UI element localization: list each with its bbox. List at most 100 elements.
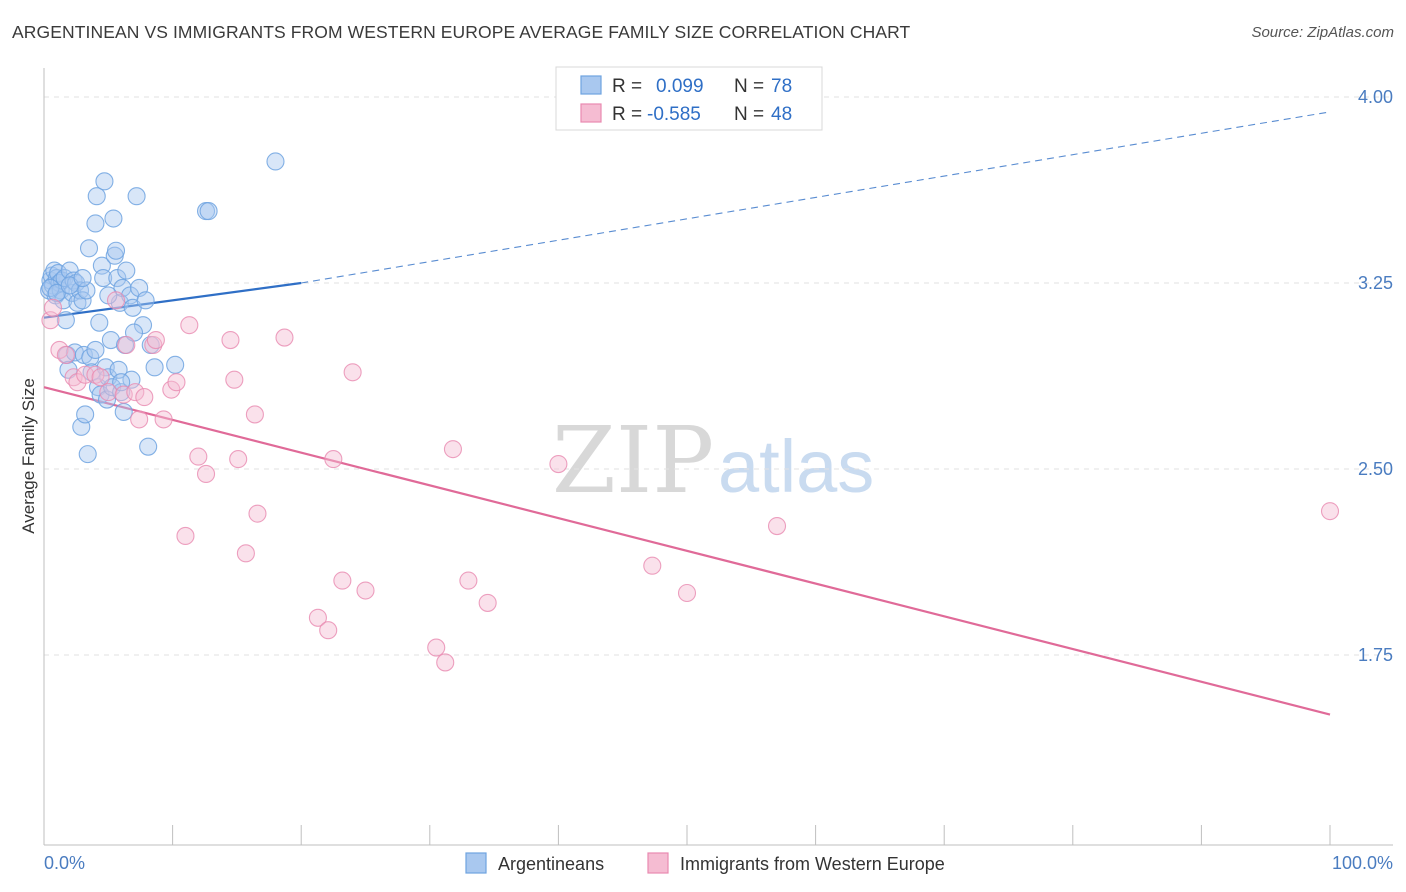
argentineans-point-55 [117,261,136,280]
argentineans-point-29 [79,239,99,258]
argentineans-point-59 [127,187,146,206]
trend-line-immigrants [43,386,1331,716]
argentineans-point-13 [56,311,75,330]
immigrants-point-34 [324,450,343,469]
immigrants-point-30 [248,504,267,523]
stats-legend: R = 0.099 N = 78 R = -0.585 N = 48 [555,66,823,131]
series-legend-swatch-blue [465,852,487,874]
immigrants-point-39 [436,653,455,672]
immigrants-point-20 [167,373,186,392]
immigrants-point-38 [427,638,446,657]
argentineans-point-32 [86,214,105,233]
immigrants-point-40 [443,440,462,459]
immigrants-point-8 [91,368,110,387]
watermark-zip: ZIP [552,407,714,514]
immigrants-point-11 [114,385,133,404]
trend-lines [43,111,1331,716]
stats-legend-n-value-2: 48 [771,104,792,125]
axes [43,68,1393,846]
immigrants-point-6 [76,365,95,384]
chart-title: ARGENTINEAN VS IMMIGRANTS FROM WESTERN E… [12,22,911,42]
stats-legend-n-label-2: N = [734,104,764,125]
immigrants-point-32 [308,608,327,627]
immigrants-point-46 [767,516,787,536]
immigrants-point-14 [130,410,149,429]
argentineans-point-74 [86,340,105,360]
immigrants-point-16 [144,335,163,355]
y-tick-label-0: 1.75 [1358,645,1393,665]
immigrants-point-13 [126,383,145,402]
argentineans-point-38 [94,268,113,288]
argentineans-point-69 [266,152,285,171]
stats-legend-r-label-2: R = [612,104,642,125]
series-legend-label-argentineans: Argentineans [498,854,604,874]
immigrants-point-24 [176,526,195,546]
stats-legend-r-label-1: R = [612,76,642,97]
immigrants-point-18 [154,410,173,429]
immigrants-point-44 [643,556,662,575]
immigrants-point-28 [236,544,255,563]
argentineans-point-62 [136,291,155,310]
immigrants-point-10 [106,291,126,310]
immigrants-point-9 [99,383,118,402]
immigrants-point-7 [86,365,105,384]
y-tick-labels: 1.75 2.50 3.25 4.00 [1358,87,1393,665]
argentineans-point-48 [108,268,127,288]
y-tick-label-1: 2.50 [1358,459,1393,479]
argentineans-point-26 [76,405,95,424]
series-immigrants-points [41,291,1340,672]
argentineans-point-33 [87,187,106,206]
immigrants-point-15 [135,388,154,407]
immigrants-point-12 [117,335,136,355]
x-tick-label-left: 0.0% [44,853,85,873]
argentineans-point-68 [199,202,218,221]
immigrants-point-37 [356,581,375,600]
immigrants-point-1 [43,298,63,317]
argentineans-point-39 [95,172,114,191]
argentineans-point-66 [166,355,185,374]
immigrants-point-26 [225,370,244,389]
argentineans-point-61 [133,316,153,335]
immigrants-point-45 [677,583,697,603]
y-tick-label-2: 3.25 [1358,273,1393,293]
argentineans-point-65 [145,358,164,377]
immigrants-point-22 [189,447,208,466]
immigrants-point-29 [245,405,264,424]
chart-source: Source: ZipAtlas.com [1251,24,1394,41]
trend-line-argentineans [43,281,302,319]
stats-legend-swatch-blue [580,75,602,95]
immigrants-point-42 [478,593,497,612]
immigrants-point-36 [343,363,362,382]
argentineans-point-51 [112,383,131,402]
argentineans-point-45 [104,209,123,228]
argentineans-point-63 [139,437,158,456]
argentineans-point-47 [106,241,126,260]
trend-line-argentineans-extension [301,111,1331,284]
immigrants-point-31 [275,328,294,347]
immigrants-point-47 [1320,502,1340,521]
stats-legend-n-label-1: N = [734,76,764,97]
immigrants-point-35 [333,571,352,590]
argentineans-point-24 [73,291,92,310]
watermark-atlas: atlas [718,425,874,508]
argentineans-point-28 [78,445,97,464]
stats-legend-n-value-1: 78 [771,76,792,97]
argentineans-point-53 [114,402,133,422]
immigrants-point-23 [196,464,216,484]
y-tick-label-3: 4.00 [1358,87,1393,107]
x-tick-label-right: 100.0% [1332,853,1393,873]
immigrants-point-17 [146,330,165,350]
immigrants-point-27 [229,450,248,469]
immigrants-point-21 [180,316,199,335]
argentineans-point-11 [54,291,73,310]
stats-legend-r-value-1: 0.099 [656,76,704,97]
y-axis-title: Average Family Size [19,378,38,534]
immigrants-point-25 [221,330,240,350]
immigrants-point-33 [319,621,338,640]
argentineans-point-73 [73,268,92,288]
immigrants-point-5 [68,373,87,392]
stats-legend-r-value-2: -0.585 [647,104,701,125]
series-legend-label-immigrants: Immigrants from Western Europe [680,854,945,874]
grid-lines [44,96,1393,656]
